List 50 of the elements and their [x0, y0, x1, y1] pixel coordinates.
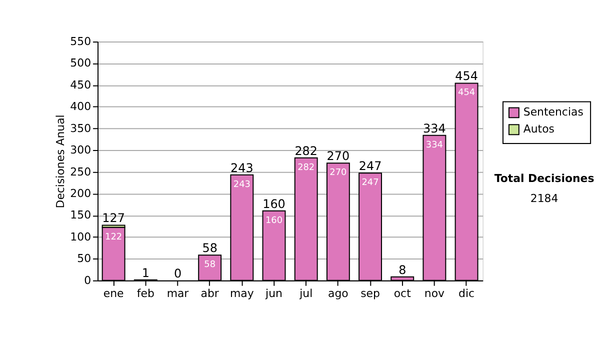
- data-label: 243: [233, 180, 250, 190]
- x-tick-label: mar: [166, 286, 190, 300]
- total-label: 58: [202, 241, 218, 256]
- data-label: 282: [298, 162, 315, 173]
- x-tick-label: ago: [328, 286, 349, 300]
- y-tick-label: 500: [70, 56, 92, 70]
- y-tick-label: 400: [70, 100, 92, 114]
- y-tick-label: 550: [70, 35, 92, 48]
- text: 2184: [530, 192, 558, 205]
- data-label: 334: [426, 140, 444, 150]
- total-label: 243: [230, 160, 254, 175]
- y-tick-label: 150: [70, 208, 92, 222]
- total-label: 334: [423, 121, 446, 136]
- y-tick-label: 250: [70, 165, 92, 178]
- data-label: 454: [458, 88, 476, 98]
- total-label: 454: [455, 69, 478, 84]
- y-tick-label: 350: [70, 122, 92, 135]
- x-tick-label: sep: [360, 286, 380, 300]
- data-label: 160: [265, 216, 283, 226]
- total-label: 127: [102, 211, 125, 226]
- x-tick-label: jun: [264, 286, 282, 300]
- legend-label: Autos: [523, 122, 555, 136]
- x-tick-label: oct: [394, 286, 412, 300]
- data-label: 58: [204, 260, 216, 270]
- total-label: 1: [142, 266, 150, 280]
- x-tick-label: nov: [424, 286, 446, 300]
- y-tick-label: 450: [70, 78, 92, 92]
- y-tick-label: 200: [70, 187, 92, 200]
- text: Total Decisiones: [494, 172, 594, 185]
- x-tick-label: dic: [458, 286, 475, 300]
- x-tick-label: abr: [200, 286, 220, 300]
- total-label: 8: [398, 262, 406, 277]
- total-label: 160: [262, 196, 286, 211]
- y-tick-label: 50: [77, 252, 92, 266]
- x-tick-label: feb: [136, 286, 154, 300]
- total-label: 270: [326, 149, 350, 164]
- total-label: 282: [294, 144, 318, 158]
- y-tick-label: 100: [70, 230, 92, 244]
- total-label: 0: [174, 266, 182, 280]
- y-tick-label: 0: [84, 274, 92, 287]
- y-tick-label: 300: [70, 144, 92, 157]
- data-label: 270: [330, 168, 348, 178]
- total-label: 247: [358, 159, 382, 174]
- x-tick-label: may: [230, 286, 254, 300]
- legend-label: Sentencias: [523, 106, 584, 119]
- data-label: 247: [362, 178, 379, 188]
- data-label: 122: [105, 232, 122, 242]
- x-tick-label: jul: [298, 286, 313, 300]
- y-axis-title: Decisiones Anual: [54, 114, 68, 208]
- x-tick-label: ene: [103, 286, 124, 300]
